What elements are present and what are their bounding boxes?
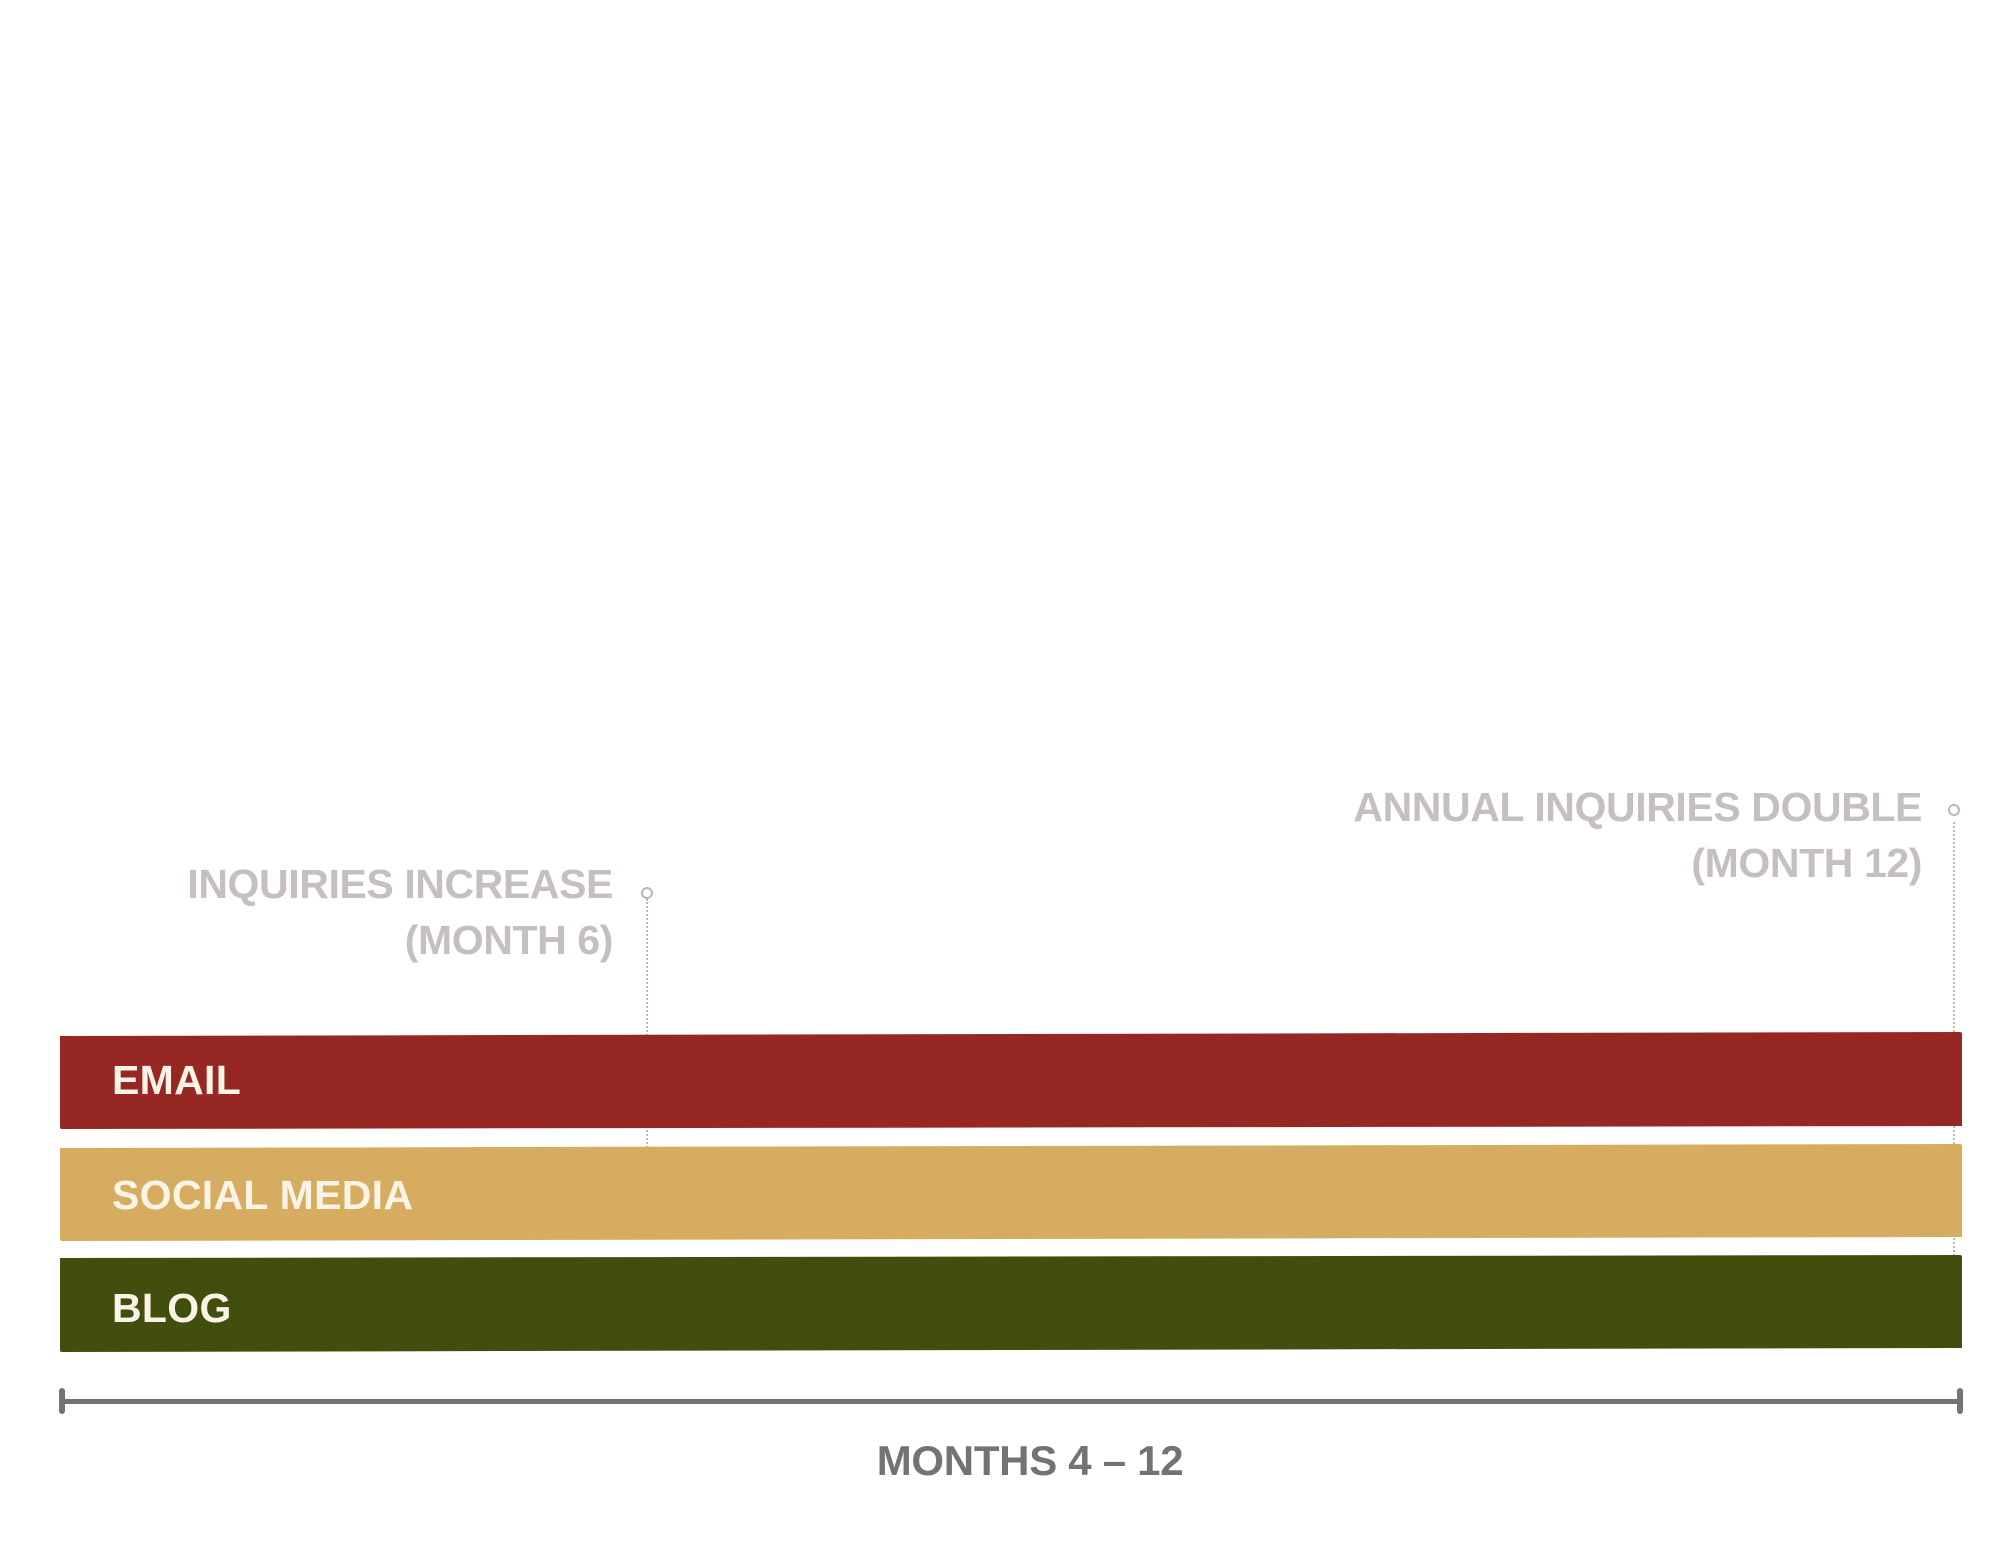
bar-social-media: SOCIAL MEDIA — [60, 1144, 1962, 1241]
circle-marker-icon — [641, 887, 653, 899]
annotation-month-12: ANNUAL INQUIRIES DOUBLE (MONTH 12) — [1353, 779, 1922, 891]
circle-marker-icon — [1948, 804, 1960, 816]
annotation-subtitle: (MONTH 12) — [1691, 840, 1922, 886]
bar-label-blog: BLOG — [112, 1285, 232, 1331]
annotation-title: INQUIRIES INCREASE — [187, 861, 613, 907]
bar-label-social-media: SOCIAL MEDIA — [112, 1172, 414, 1218]
timeline-axis — [62, 1399, 1960, 1404]
bar-label-email: EMAIL — [112, 1057, 242, 1103]
month-6-dotted-guide — [646, 899, 648, 1148]
bar-blog: BLOG — [60, 1255, 1962, 1352]
annotation-title: ANNUAL INQUIRIES DOUBLE — [1353, 784, 1922, 830]
axis-label: MONTHS 4 – 12 — [876, 1437, 1184, 1484]
annotation-subtitle: (MONTH 6) — [404, 917, 614, 963]
axis-start-tick — [59, 1388, 65, 1414]
annotation-month-6: INQUIRIES INCREASE (MONTH 6) — [187, 856, 613, 968]
axis-end-tick — [1957, 1388, 1963, 1414]
bar-email: EMAIL — [60, 1032, 1962, 1129]
